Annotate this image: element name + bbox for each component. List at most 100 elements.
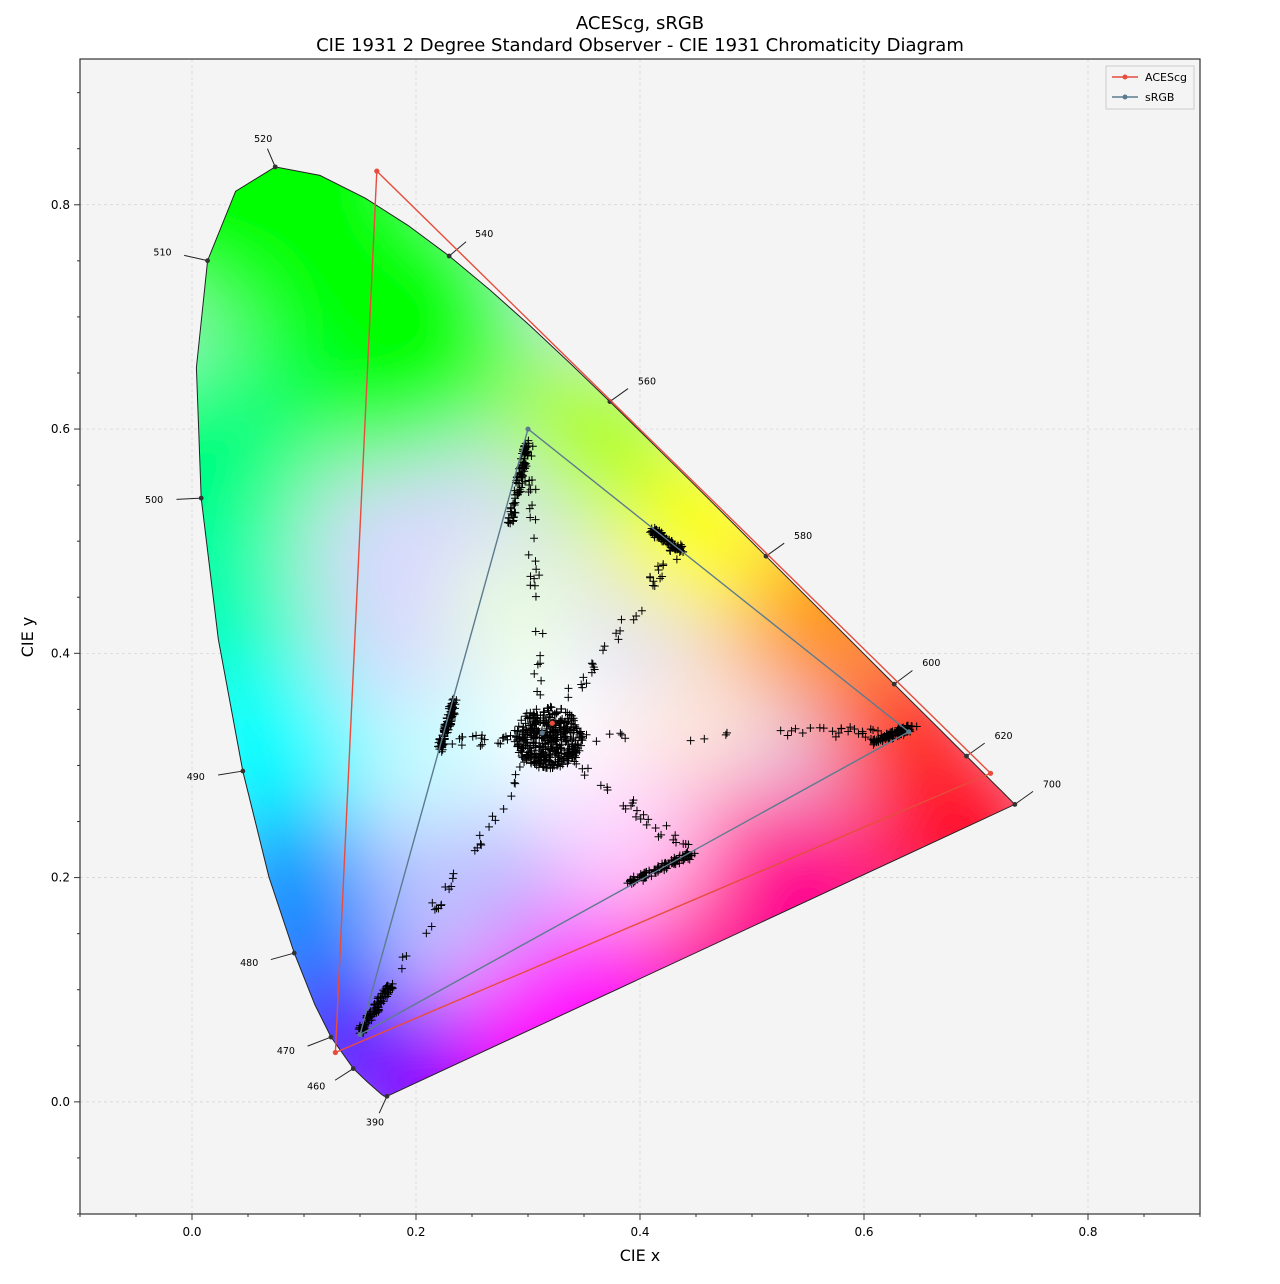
legend-marker [1122, 74, 1128, 80]
sample-point [578, 764, 587, 773]
sample-point [457, 741, 466, 750]
sample-point [521, 719, 530, 728]
sample-point [546, 744, 555, 753]
sample-point [873, 726, 882, 735]
sample-point [662, 821, 671, 830]
sample-point [526, 581, 535, 590]
sample-point [445, 885, 454, 894]
sample-point [541, 763, 550, 772]
sample-point [614, 635, 623, 644]
sample-point [510, 737, 519, 746]
sample-point [869, 735, 878, 744]
wavelength-label: 700 [1043, 779, 1061, 790]
sample-point [572, 724, 581, 733]
sample-point [488, 812, 497, 821]
sample-point [525, 476, 534, 485]
sample-point [517, 716, 526, 725]
wavelength-dot [198, 495, 204, 501]
sample-point [672, 555, 681, 564]
wavelength-tick [609, 388, 629, 402]
sample-point [569, 716, 578, 725]
sample-point [561, 737, 570, 746]
gamut-srgb [358, 427, 911, 1037]
sample-point [532, 705, 541, 714]
color-blob [446, 538, 587, 679]
sample-point [528, 501, 537, 510]
sample-point [546, 702, 555, 711]
sample-point [478, 731, 487, 740]
sample-point [663, 539, 672, 548]
sample-point [646, 572, 655, 581]
sample-point [605, 730, 614, 739]
wavelength-dot [240, 768, 246, 774]
sample-point [592, 737, 601, 746]
wavelength-dot [384, 1093, 390, 1099]
sample-point [531, 592, 540, 601]
sample-point [632, 806, 641, 815]
sample-point [448, 712, 457, 721]
sample-point [520, 735, 529, 744]
wavelength-label: 560 [638, 377, 656, 388]
sample-point [659, 561, 668, 570]
sample-point [831, 732, 840, 741]
sample-point [531, 515, 540, 524]
sample-point [524, 550, 533, 559]
sample-point [565, 726, 574, 735]
sample-point [587, 659, 596, 668]
sample-point [576, 727, 585, 736]
wavelength-tick [966, 742, 985, 757]
sample-point [657, 830, 666, 839]
sample-point [579, 673, 588, 682]
x-tick-label: 0.0 [182, 1225, 201, 1239]
wavelength-dot [328, 1034, 334, 1040]
color-blob [413, 818, 554, 959]
sample-point [616, 729, 625, 738]
wavelength-dot [964, 753, 969, 759]
sample-point [473, 843, 482, 852]
sample-point [514, 748, 523, 757]
sample-point [578, 732, 587, 741]
wavelength-dot [291, 950, 297, 956]
sample-point [621, 804, 630, 813]
sample-point [902, 722, 911, 731]
sample-point [520, 460, 529, 469]
sample-point [776, 726, 785, 735]
sample-point [476, 839, 485, 848]
sample-point [888, 732, 897, 741]
y-axis-label: CIE y [18, 617, 37, 658]
sample-point [507, 792, 516, 801]
sample-point [503, 735, 512, 744]
sample-point [656, 574, 665, 583]
y-tick-label: 0.8 [51, 198, 70, 212]
sample-point [499, 805, 508, 814]
sample-point [376, 998, 385, 1007]
sample-point [535, 749, 544, 758]
sample-point [503, 518, 512, 527]
sample-point [600, 642, 609, 651]
primary-srgb [525, 426, 531, 432]
sample-point [580, 771, 589, 780]
sample-point [539, 759, 548, 768]
sample-point [557, 735, 566, 744]
sample-point [365, 1013, 374, 1022]
y-tick-label: 0.2 [51, 871, 70, 885]
primary-srgb [357, 1031, 363, 1038]
sample-point [520, 450, 529, 459]
sample-point [480, 735, 489, 744]
wavelength-tick [334, 1068, 354, 1081]
sample-point [530, 534, 539, 543]
gamut-triangles [332, 168, 994, 1056]
sample-point [386, 984, 395, 993]
sample-point [783, 731, 792, 740]
sample-point [533, 687, 542, 696]
sample-point [522, 709, 531, 718]
sample-point [383, 985, 392, 994]
sample-point [650, 581, 659, 590]
sample-point [531, 485, 540, 494]
sample-point [458, 732, 467, 741]
sample-point [511, 770, 520, 779]
sample-point [578, 683, 587, 692]
sample-point [491, 816, 500, 825]
sample-point [636, 814, 645, 823]
